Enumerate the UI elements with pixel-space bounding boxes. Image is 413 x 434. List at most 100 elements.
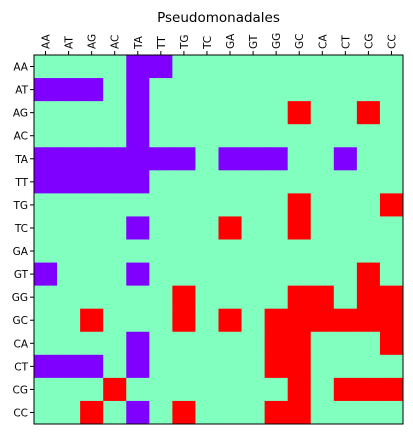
heatmap-cell [241,239,266,263]
heatmap-cell [287,193,312,217]
heatmap-cell [241,285,266,310]
heatmap-cell [34,193,58,217]
heatmap-cell [310,193,335,217]
heatmap-cell [264,262,289,287]
heatmap-cell [379,285,404,310]
heatmap-cell [356,308,381,333]
heatmap-cell [126,55,150,79]
heatmap-cell [195,101,219,125]
heatmap-cell [172,285,196,310]
y-tick-label: TA [14,154,29,166]
heatmap-cell [172,354,196,379]
heatmap-cell [287,55,312,79]
y-tick-labels: AA AT AG AC TA TT TG TC GA GT GG GC CA CT CG CC [12,62,34,419]
heatmap-cell [264,400,289,425]
x-tick-label: CC [386,34,398,49]
heatmap-cell [195,377,219,402]
heatmap-cell [149,400,173,425]
heatmap-cell [310,308,335,333]
heatmap-cell [356,239,381,263]
heatmap-cell [172,331,196,356]
heatmap-cell [218,124,242,148]
heatmap-cell [80,285,104,310]
heatmap-cell [310,101,335,125]
heatmap-cell [241,170,266,194]
heatmap-cell [80,262,104,287]
heatmap-cell [80,400,104,425]
heatmap-cell [218,331,242,356]
heatmap-cell [287,308,312,333]
heatmap-cell [241,400,266,425]
heatmap-cell [287,216,312,240]
heatmap-cell [103,239,127,263]
heatmap-cell [80,308,104,333]
heatmap-cell [379,101,404,125]
heatmap-cell [195,285,219,310]
heatmap-cell [172,170,196,194]
heatmap-cell [57,331,81,356]
heatmap-cell [103,101,127,125]
heatmap-cell [57,285,81,310]
heatmap-cell [264,55,289,79]
heatmap-cell [356,193,381,217]
heatmap-cell [310,55,335,79]
heatmap-cell [103,147,127,171]
heatmap-cell [310,262,335,287]
heatmap-cell [333,216,358,240]
y-tick-label: GT [14,269,29,281]
heatmap-cell [218,216,242,240]
y-tick-label: TT [14,177,28,189]
heatmap-cell [34,262,58,287]
heatmap-cell [356,124,381,148]
heatmap-cell [287,354,312,379]
heatmap-cell [356,377,381,402]
heatmap-cell [310,170,335,194]
heatmap-cell [379,124,404,148]
heatmap-cell [218,400,242,425]
plot-frame [33,54,404,425]
heatmap-cell [34,354,58,379]
heatmap-cell [379,170,404,194]
x-tick-label: AG [87,34,99,49]
heatmap-cell [34,124,58,148]
x-tick-label: AT [64,36,76,49]
heatmap-cell [80,147,104,171]
heatmap-cell [34,331,58,356]
heatmap-cell [195,147,219,171]
heatmap-cell [218,377,242,402]
heatmap-cell [218,354,242,379]
heatmap-cell [103,124,127,148]
heatmap-cell [103,354,127,379]
heatmap-cell [333,193,358,217]
heatmap-cell [103,78,127,102]
heatmap-cell [264,170,289,194]
heatmap-cell [34,239,58,263]
x-tick-label: AC [110,35,122,49]
heatmap-cell [310,377,335,402]
heatmap-cell [356,147,381,171]
heatmap-cell [241,377,266,402]
heatmap-cell [80,55,104,79]
heatmap-cell [379,400,404,425]
heatmap-cell [103,262,127,287]
heatmap-cell [126,400,150,425]
heatmap-cell [80,124,104,148]
heatmap-cell [126,216,150,240]
heatmap-cell [80,101,104,125]
heatmap-cell [241,147,266,171]
heatmap-cell [126,101,150,125]
heatmap-cell [172,308,196,333]
heatmap-cell [195,354,219,379]
heatmap-cell [149,377,173,402]
heatmap-cell [149,239,173,263]
x-tick-label: TT [156,36,168,50]
heatmap-cell [57,170,81,194]
heatmap-cell [310,147,335,171]
heatmap-cell [287,124,312,148]
heatmap-cell [126,377,150,402]
heatmap-cell [80,331,104,356]
heatmap-cell [218,170,242,194]
heatmap-cell [103,193,127,217]
heatmap-cell [264,377,289,402]
heatmap-cell [310,216,335,240]
